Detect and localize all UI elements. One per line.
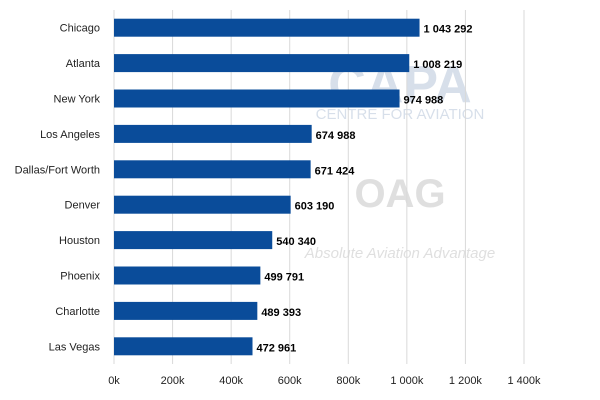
bar — [114, 54, 410, 73]
data-label: 489 393 — [261, 307, 301, 319]
data-label: 603 190 — [295, 201, 335, 213]
category-label: New York — [54, 94, 101, 106]
category-label: Los Angeles — [40, 129, 100, 141]
x-tick-label: 600k — [278, 375, 302, 387]
bar — [114, 124, 312, 143]
x-tick-label: 1 400k — [507, 375, 541, 387]
category-label: Charlotte — [55, 306, 100, 318]
oag-watermark-logo: OAG — [354, 172, 445, 216]
data-label: 671 424 — [315, 165, 356, 177]
data-label: 974 988 — [404, 95, 444, 107]
category-label: Chicago — [60, 23, 100, 35]
x-tick-label: 200k — [161, 375, 185, 387]
data-label: 472 961 — [257, 342, 297, 354]
data-label: 1 043 292 — [424, 24, 473, 36]
data-label: 674 988 — [316, 130, 356, 142]
data-label: 1 008 219 — [413, 59, 462, 71]
category-label: Denver — [65, 200, 101, 212]
bar — [114, 89, 400, 108]
bar — [114, 195, 291, 214]
oag-watermark-tagline: Absolute Aviation Advantage — [304, 245, 495, 262]
data-label: 540 340 — [276, 236, 316, 248]
category-label: Phoenix — [60, 271, 100, 283]
bar — [114, 231, 273, 250]
x-tick-label: 0k — [108, 375, 120, 387]
bars — [114, 18, 420, 356]
bar — [114, 301, 258, 320]
category-label: Houston — [59, 235, 100, 247]
labels: 0k 200k 400k 600k 800k 1 000k 1 200k 1 400k Chic… — [15, 23, 541, 387]
bar — [114, 266, 261, 285]
data-label: 499 791 — [264, 272, 304, 284]
x-tick-label: 1 200k — [449, 375, 483, 387]
bar — [114, 337, 253, 356]
category-label: Las Vegas — [49, 341, 101, 353]
capa-watermark-subtitle: CENTRE FOR AVIATION — [316, 106, 485, 123]
bar — [114, 160, 311, 179]
watermark: CAPA CENTRE FOR AVIATION OAG Absolute Av… — [304, 56, 495, 262]
category-label: Dallas/Fort Worth — [15, 164, 100, 176]
category-label: Atlanta — [66, 58, 101, 70]
x-tick-label: 400k — [219, 375, 243, 387]
x-tick-label: 800k — [336, 375, 360, 387]
bar — [114, 18, 420, 37]
x-tick-label: 1 000k — [390, 375, 424, 387]
